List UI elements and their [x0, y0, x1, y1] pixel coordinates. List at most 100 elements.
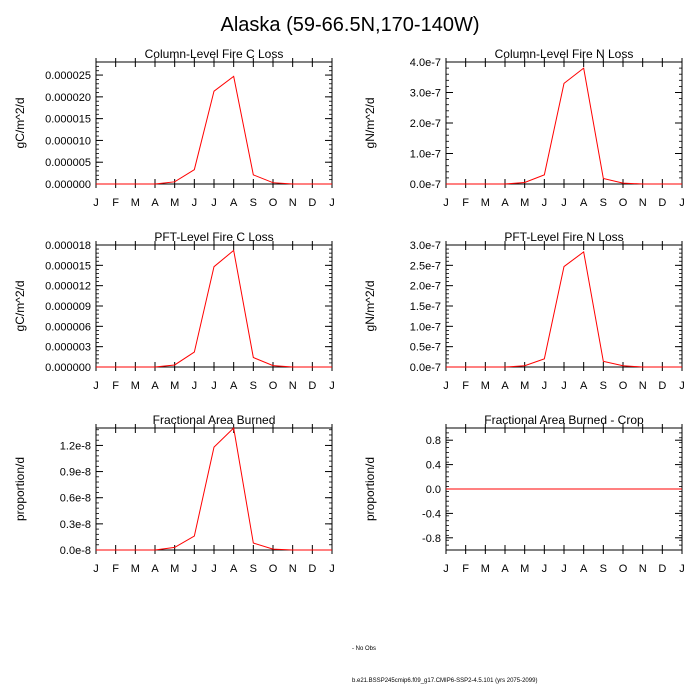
y-axis-label: gC/m^2/d: [13, 281, 27, 332]
y-tick-label: 0.000009: [45, 301, 91, 313]
x-tick-label: J: [561, 197, 567, 209]
x-tick-label: O: [269, 380, 278, 392]
x-tick-label: J: [561, 563, 567, 575]
y-tick-label: 0.0e-7: [410, 179, 441, 191]
x-tick-label: J: [93, 380, 99, 392]
x-tick-label: M: [481, 197, 490, 209]
y-tick-label: 0.9e-8: [60, 467, 91, 479]
y-tick-label: 1.0e-7: [410, 321, 441, 333]
x-tick-label: D: [308, 197, 316, 209]
x-tick-label: F: [112, 563, 119, 575]
x-tick-label: F: [462, 380, 469, 392]
x-tick-label: J: [542, 563, 548, 575]
x-tick-label: J: [443, 380, 449, 392]
y-tick-label: 1.0e-7: [410, 149, 441, 161]
y-tick-label: 1.5e-7: [410, 301, 441, 313]
x-tick-label: A: [230, 563, 238, 575]
panel-title: Column-Level Fire C Loss: [145, 47, 284, 61]
y-axis-label: proportion/d: [13, 457, 27, 521]
x-tick-label: A: [501, 563, 509, 575]
x-tick-label: A: [230, 197, 238, 209]
y-tick-label: 4.0e-7: [410, 57, 441, 69]
x-tick-label: J: [679, 197, 685, 209]
x-tick-label: S: [600, 380, 607, 392]
x-tick-label: J: [329, 563, 335, 575]
series-line: [96, 426, 332, 551]
x-tick-label: J: [93, 197, 99, 209]
panel-title: PFT-Level Fire C Loss: [154, 230, 273, 244]
x-tick-label: O: [269, 197, 278, 209]
panel-title: Fractional Area Burned: [153, 413, 276, 427]
y-tick-label: 0.000025: [45, 70, 91, 82]
y-tick-label: 2.5e-7: [410, 260, 441, 272]
x-tick-label: M: [131, 563, 140, 575]
x-tick-label: N: [289, 380, 297, 392]
x-tick-label: F: [462, 197, 469, 209]
y-tick-label: 0.000015: [45, 260, 91, 272]
y-tick-label: 0.4: [426, 460, 441, 472]
panel-title: Column-Level Fire N Loss: [495, 47, 634, 61]
x-tick-label: A: [151, 563, 159, 575]
x-tick-label: S: [250, 380, 257, 392]
x-tick-label: N: [639, 197, 647, 209]
x-tick-label: J: [443, 197, 449, 209]
series-line: [96, 249, 332, 368]
y-tick-label: 0.000020: [45, 92, 91, 104]
x-tick-label: D: [308, 563, 316, 575]
x-tick-label: J: [542, 380, 548, 392]
y-tick-label: 3.0e-7: [410, 88, 441, 100]
x-tick-label: F: [112, 197, 119, 209]
legend-obs-label: - No Obs: [352, 646, 377, 652]
y-tick-label: 0.0e-8: [60, 545, 91, 557]
x-tick-label: M: [481, 380, 490, 392]
y-tick-label: 0.000003: [45, 342, 91, 354]
y-tick-label: 0.0: [426, 484, 441, 496]
y-tick-label: 2.0e-7: [410, 118, 441, 130]
x-tick-label: M: [481, 563, 490, 575]
x-tick-label: J: [561, 380, 567, 392]
x-tick-label: J: [192, 563, 198, 575]
x-tick-label: J: [211, 380, 217, 392]
x-tick-label: D: [658, 197, 666, 209]
x-tick-label: N: [639, 380, 647, 392]
panel-title: PFT-Level Fire N Loss: [504, 230, 623, 244]
y-tick-label: 0.000000: [45, 362, 91, 374]
series-line: [446, 251, 682, 368]
x-tick-label: D: [658, 380, 666, 392]
x-tick-label: O: [619, 563, 628, 575]
x-tick-label: A: [501, 380, 509, 392]
x-tick-label: A: [580, 197, 588, 209]
y-tick-label: -0.8: [422, 533, 441, 545]
x-tick-label: M: [520, 380, 529, 392]
x-tick-label: J: [211, 563, 217, 575]
y-tick-label: 0.000015: [45, 114, 91, 126]
x-tick-label: A: [151, 380, 159, 392]
x-tick-label: J: [679, 380, 685, 392]
x-tick-label: M: [520, 197, 529, 209]
x-tick-label: M: [131, 380, 140, 392]
x-tick-label: J: [329, 197, 335, 209]
x-tick-label: O: [619, 380, 628, 392]
y-tick-label: 0.3e-8: [60, 519, 91, 531]
x-tick-label: O: [619, 197, 628, 209]
x-tick-label: J: [192, 380, 198, 392]
x-tick-label: M: [170, 563, 179, 575]
y-tick-label: 3.0e-7: [410, 240, 441, 252]
y-tick-label: 0.000006: [45, 321, 91, 333]
x-tick-label: A: [151, 197, 159, 209]
plot-frame: [445, 61, 683, 185]
x-tick-label: N: [289, 197, 297, 209]
legend-model: b.e21.BSSP245cmip6.f09_g17.CMIP6-SSP2-4.…: [0, 674, 700, 688]
x-tick-label: A: [501, 197, 509, 209]
plot-frame: [445, 244, 683, 368]
y-axis-label: gN/m^2/d: [363, 98, 377, 149]
y-tick-label: 0.000000: [45, 179, 91, 191]
y-tick-label: 0.000005: [45, 157, 91, 169]
y-tick-label: 2.0e-7: [410, 281, 441, 293]
x-tick-label: N: [639, 563, 647, 575]
